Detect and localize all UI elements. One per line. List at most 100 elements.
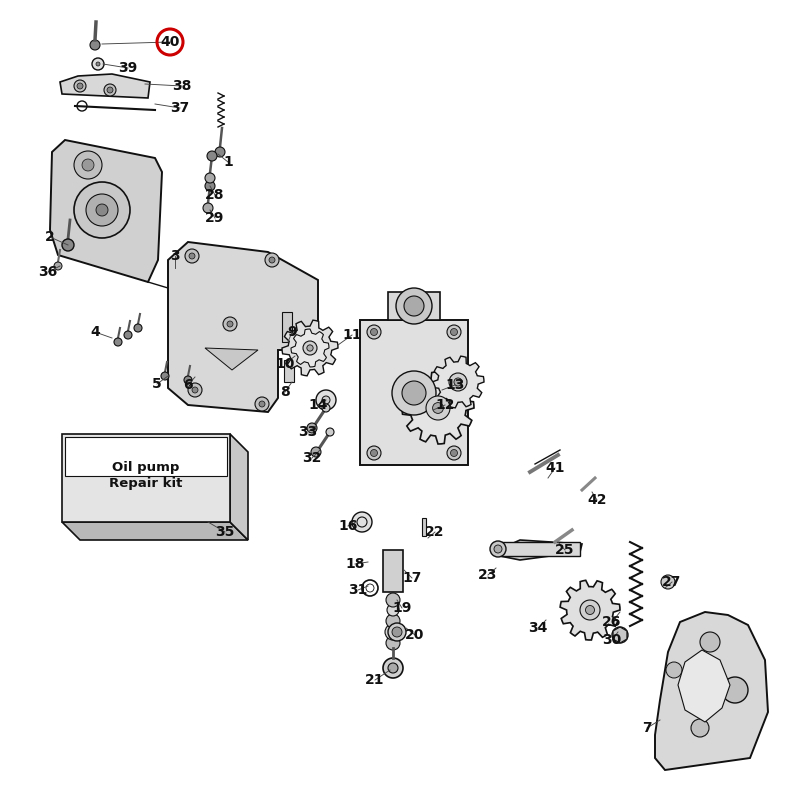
Circle shape: [215, 147, 225, 157]
Text: 23: 23: [478, 568, 498, 582]
Text: 30: 30: [602, 633, 622, 647]
Circle shape: [184, 376, 192, 384]
Bar: [422, 518, 426, 536]
Text: 12: 12: [435, 398, 454, 412]
Text: 8: 8: [280, 385, 290, 399]
Circle shape: [666, 662, 682, 678]
Circle shape: [322, 396, 330, 404]
Text: 28: 28: [206, 188, 225, 202]
Polygon shape: [282, 320, 338, 376]
Text: 26: 26: [602, 615, 622, 629]
Circle shape: [90, 40, 100, 50]
Circle shape: [386, 614, 400, 628]
Circle shape: [454, 378, 462, 386]
Circle shape: [450, 329, 458, 335]
Polygon shape: [168, 242, 318, 412]
Bar: [282, 312, 292, 342]
Polygon shape: [498, 540, 582, 560]
Text: 36: 36: [38, 265, 58, 279]
Circle shape: [402, 381, 426, 405]
Circle shape: [259, 401, 265, 407]
Bar: [500, 542, 580, 556]
Circle shape: [661, 575, 675, 589]
Text: 7: 7: [642, 721, 652, 735]
Circle shape: [223, 317, 237, 331]
Text: Oil pump: Oil pump: [112, 462, 180, 474]
Circle shape: [227, 321, 233, 327]
Circle shape: [387, 604, 399, 616]
Circle shape: [370, 329, 378, 335]
Text: 20: 20: [406, 628, 425, 642]
Circle shape: [54, 262, 62, 270]
Circle shape: [192, 387, 198, 393]
Text: 27: 27: [662, 575, 682, 589]
Text: 9: 9: [287, 325, 297, 339]
Text: 14: 14: [308, 398, 328, 412]
Circle shape: [188, 383, 202, 397]
Circle shape: [107, 87, 113, 93]
Circle shape: [77, 83, 83, 89]
Text: 17: 17: [402, 571, 422, 585]
Text: 6: 6: [183, 378, 193, 392]
Circle shape: [580, 600, 600, 620]
Bar: [360, 320, 468, 465]
Circle shape: [96, 62, 100, 66]
Circle shape: [612, 627, 628, 643]
Polygon shape: [560, 580, 620, 640]
Polygon shape: [62, 522, 248, 540]
Circle shape: [447, 446, 461, 460]
Circle shape: [367, 446, 381, 460]
Circle shape: [265, 253, 279, 267]
Circle shape: [134, 324, 142, 332]
Circle shape: [124, 331, 132, 339]
Circle shape: [352, 512, 372, 532]
Text: 39: 39: [118, 61, 138, 75]
Polygon shape: [432, 356, 484, 408]
Text: 4: 4: [90, 325, 100, 339]
Polygon shape: [678, 650, 730, 722]
Circle shape: [396, 288, 432, 324]
Circle shape: [326, 428, 334, 436]
Text: 29: 29: [206, 211, 225, 225]
Polygon shape: [291, 329, 329, 367]
Text: 42: 42: [587, 493, 606, 507]
Circle shape: [307, 423, 317, 433]
Circle shape: [450, 450, 458, 457]
Circle shape: [700, 632, 720, 652]
Circle shape: [494, 545, 502, 553]
Circle shape: [388, 663, 398, 673]
Circle shape: [392, 627, 402, 637]
Text: 13: 13: [446, 378, 465, 392]
Circle shape: [447, 325, 461, 339]
Circle shape: [96, 204, 108, 216]
Circle shape: [203, 203, 213, 213]
Text: 31: 31: [348, 583, 368, 597]
Circle shape: [306, 343, 314, 353]
Text: 1: 1: [223, 155, 233, 169]
Circle shape: [92, 58, 104, 70]
Text: 2: 2: [45, 230, 55, 244]
Circle shape: [322, 404, 330, 412]
Circle shape: [207, 151, 217, 161]
Circle shape: [255, 397, 269, 411]
Circle shape: [86, 194, 118, 226]
Circle shape: [367, 325, 381, 339]
Circle shape: [433, 402, 443, 414]
Circle shape: [383, 658, 403, 678]
Text: 41: 41: [546, 461, 565, 475]
Circle shape: [426, 396, 450, 420]
Text: 34: 34: [528, 621, 548, 635]
Text: 3: 3: [170, 249, 180, 263]
Circle shape: [370, 450, 378, 457]
Circle shape: [490, 541, 506, 557]
Circle shape: [311, 447, 321, 457]
Text: 21: 21: [366, 673, 385, 687]
Circle shape: [104, 84, 116, 96]
Circle shape: [300, 338, 320, 358]
Bar: [284, 360, 294, 382]
Circle shape: [722, 677, 748, 703]
Circle shape: [62, 239, 74, 251]
Circle shape: [386, 593, 400, 607]
Text: 18: 18: [346, 557, 365, 571]
Bar: [388, 292, 440, 320]
